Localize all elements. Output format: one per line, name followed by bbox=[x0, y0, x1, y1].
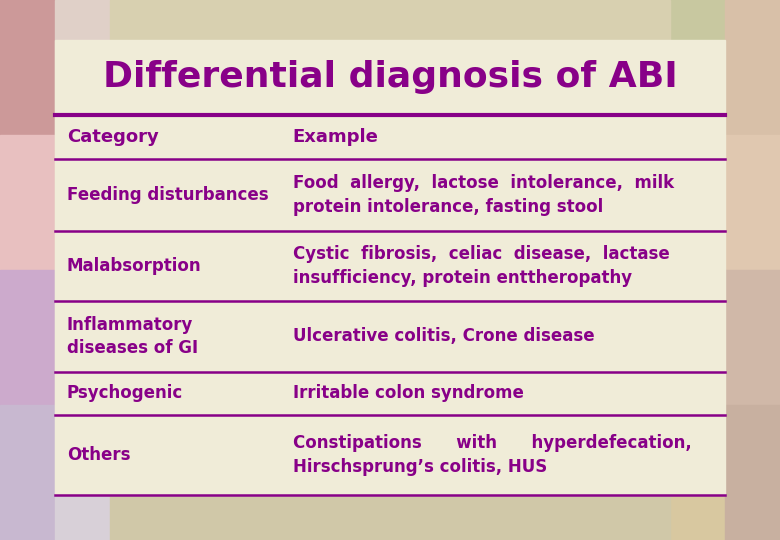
Bar bbox=[55, 135, 110, 270]
Bar bbox=[725, 0, 780, 135]
Text: Irritable colon syndrome: Irritable colon syndrome bbox=[292, 384, 523, 402]
Bar bbox=[670, 135, 725, 270]
Text: Malabsorption: Malabsorption bbox=[67, 257, 201, 275]
Bar bbox=[110, 0, 670, 80]
Bar bbox=[0, 405, 55, 540]
Text: Cystic  fibrosis,  celiac  disease,  lactase
insufficiency, protein enttheropath: Cystic fibrosis, celiac disease, lactase… bbox=[292, 245, 669, 287]
Bar bbox=[0, 135, 55, 270]
Text: Constipations      with      hyperdefecation,
Hirschsprung’s colitis, HUS: Constipations with hyperdefecation, Hirs… bbox=[292, 434, 692, 476]
Text: Feeding disturbances: Feeding disturbances bbox=[67, 186, 268, 204]
Bar bbox=[55, 0, 110, 135]
Bar bbox=[55, 405, 110, 540]
Text: Differential diagnosis of ABI: Differential diagnosis of ABI bbox=[103, 60, 677, 94]
Text: Inflammatory
diseases of GI: Inflammatory diseases of GI bbox=[67, 315, 198, 357]
Bar bbox=[110, 485, 670, 540]
Text: Example: Example bbox=[292, 128, 379, 146]
Text: Category: Category bbox=[67, 128, 159, 146]
Bar bbox=[670, 270, 725, 405]
Bar bbox=[670, 0, 725, 135]
Bar bbox=[55, 270, 110, 405]
Bar bbox=[55, 40, 725, 495]
Bar bbox=[0, 0, 55, 135]
Text: Psychogenic: Psychogenic bbox=[67, 384, 183, 402]
Bar bbox=[725, 405, 780, 540]
Text: Others: Others bbox=[67, 446, 130, 464]
Bar bbox=[725, 135, 780, 270]
Bar bbox=[0, 270, 55, 405]
Text: Food  allergy,  lactose  intolerance,  milk
protein intolerance, fasting stool: Food allergy, lactose intolerance, milk … bbox=[292, 174, 674, 215]
Bar bbox=[110, 80, 670, 135]
Bar bbox=[670, 405, 725, 540]
Bar bbox=[725, 270, 780, 405]
Text: Ulcerative colitis, Crone disease: Ulcerative colitis, Crone disease bbox=[292, 327, 594, 346]
